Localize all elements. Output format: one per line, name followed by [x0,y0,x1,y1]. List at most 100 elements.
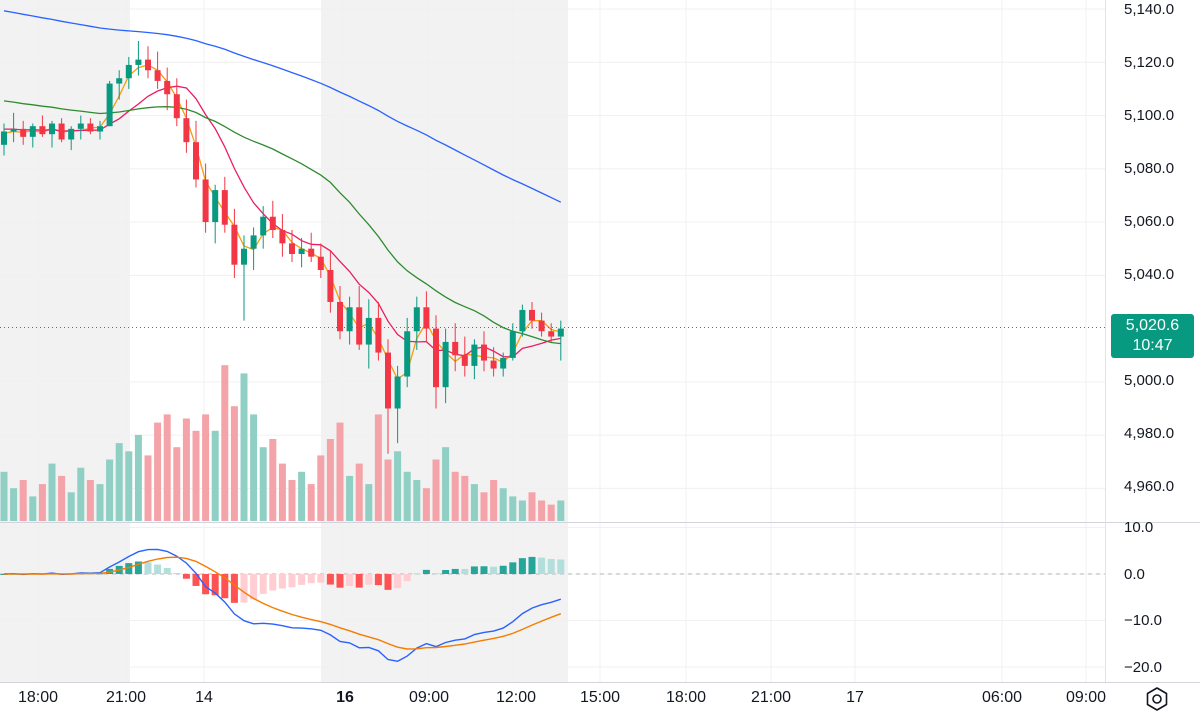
volume-bar [518,500,526,521]
volume-bar [259,447,267,521]
macd-histogram-bar [259,574,267,594]
volume-bar [163,414,171,521]
time-tick-label: 09:00 [1066,689,1106,706]
candle-body [193,142,199,180]
candle-body [173,94,180,119]
volume-bar [240,373,248,521]
macd-histogram-bar [413,573,421,575]
volume-bar [374,414,382,521]
macd-histogram-bar [269,574,277,591]
candle-body [519,309,526,332]
candle-body [20,128,27,137]
candle-body [509,331,516,358]
candle-body [231,224,238,265]
macd-histogram-bar [490,566,498,574]
volume-bar [19,480,27,521]
macd-histogram-bar [547,559,555,574]
price-tick-label: 5,080.0 [1124,160,1174,177]
candle-body [212,190,219,223]
candle-body [154,70,161,81]
macd-histogram-bar [509,562,517,574]
candle-body [58,123,65,140]
volume-bar [432,459,440,521]
candle-body [125,64,132,79]
macd-histogram-bar [557,559,565,574]
macd-histogram-bar [202,574,210,595]
macd-histogram-bar [499,565,507,574]
macd-histogram-bar [461,568,469,574]
time-tick-label: 06:00 [982,689,1022,706]
volume-bar [144,455,152,521]
candle-body [481,344,487,361]
candle-body [538,320,545,332]
macd-histogram-bar [403,574,411,582]
volume-bar [336,422,344,521]
macd-histogram-bar [384,574,392,590]
macd-histogram-bar [144,562,152,574]
volume-bar [509,496,517,521]
volume-bar [403,471,411,521]
candle-body [490,360,497,369]
macd-histogram-bar [307,574,315,584]
bar-countdown: 10:47 [1132,337,1173,354]
macd-histogram-bar [250,574,258,600]
macd-tick-label: −20.0 [1124,659,1162,676]
candle-body [202,179,209,223]
macd-histogram-bar [422,569,430,574]
last-price-value: 5,020.6 [1125,317,1180,334]
last-price-label: 5,020.6 10:47 [1111,314,1194,358]
time-tick-label: 17 [846,689,864,706]
macd-histogram-bar [182,574,190,579]
macd-histogram-bar [230,574,238,603]
macd-histogram-bar [394,574,402,589]
candle-body [442,341,449,388]
price-tick-label: 4,960.0 [1124,478,1174,495]
candle-body [548,331,555,337]
macd-histogram-bar [317,574,325,583]
macd-histogram-bar [221,574,229,599]
volume-bar [422,488,430,521]
macd-histogram-bar [173,572,181,574]
candle-body [365,317,372,345]
candle-body [1,131,7,145]
time-tick-label: 15:00 [580,689,620,706]
volume-bar [125,451,133,521]
macd-histogram-bar [470,566,478,574]
macd-histogram-bar [211,574,219,596]
candle-body [452,341,459,356]
macd-histogram-bar [346,574,354,587]
volume-bar [499,488,507,521]
candle-body [135,59,142,65]
time-tick-label: 18:00 [666,689,706,706]
macd-histogram-bar [326,574,334,585]
volume-bar [96,484,104,521]
volume-bar [384,459,392,521]
volume-bar [288,480,296,521]
candle-body [279,230,286,244]
volume-bar [528,492,536,521]
candle-body [557,328,564,337]
volume-bar [490,480,498,521]
volume-bar [298,471,306,521]
macd-histogram-bar [442,570,450,574]
volume-bar [346,475,354,521]
time-tick-label: 09:00 [409,689,449,706]
candle-body [308,248,315,257]
volume-bar [48,463,56,521]
signal-line [3,556,562,650]
macd-histogram-bar [355,574,363,588]
volume-bar [115,443,123,521]
candle-body [183,118,190,143]
macd-tick-label: −10.0 [1124,612,1162,629]
candle-body [29,126,36,137]
volume-bar [38,484,46,521]
price-tick-label: 5,140.0 [1124,1,1174,18]
price-tick-label: 4,980.0 [1124,425,1174,442]
candle-body [289,243,295,255]
macd-histogram-bar [518,558,526,574]
volume-bar [134,434,142,521]
settings-icon[interactable] [1144,686,1170,712]
volume-bar [413,480,421,521]
